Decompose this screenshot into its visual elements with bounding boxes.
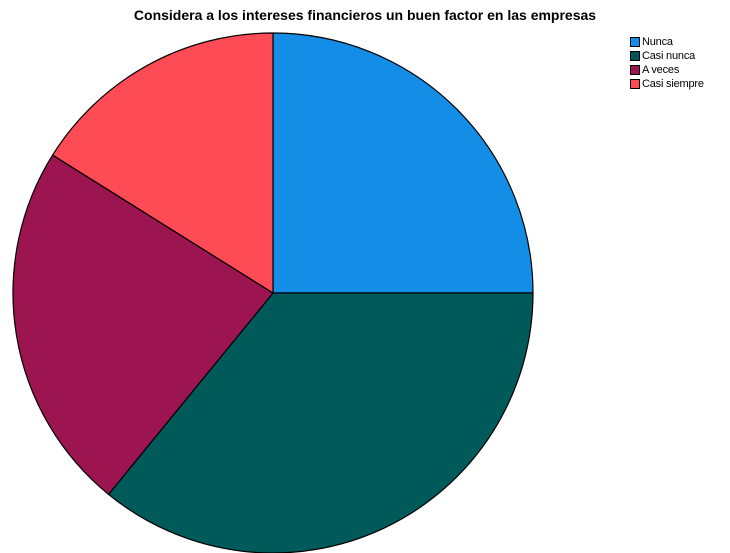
legend-swatch — [630, 51, 640, 61]
legend-item: Nunca — [630, 35, 704, 49]
legend-label: A veces — [642, 64, 680, 76]
legend-swatch — [630, 79, 640, 89]
legend-swatch — [630, 37, 640, 47]
legend-item: Casi siempre — [630, 77, 704, 91]
legend-label: Casi siempre — [642, 78, 704, 90]
legend-item: Casi nunca — [630, 49, 704, 63]
pie-slice-nunca — [272, 32, 534, 294]
pie-slice-a-veces — [12, 154, 274, 495]
pie-slice-casi-siempre — [52, 32, 274, 294]
pie-slice-casi-nunca — [107, 292, 534, 553]
legend-swatch — [630, 65, 640, 75]
legend: Nunca Casi nunca A veces Casi siempre — [630, 35, 704, 91]
legend-item: A veces — [630, 63, 704, 77]
legend-label: Casi nunca — [642, 50, 696, 62]
legend-label: Nunca — [642, 36, 673, 48]
chart-title: Considera a los intereses financieros un… — [133, 7, 597, 23]
